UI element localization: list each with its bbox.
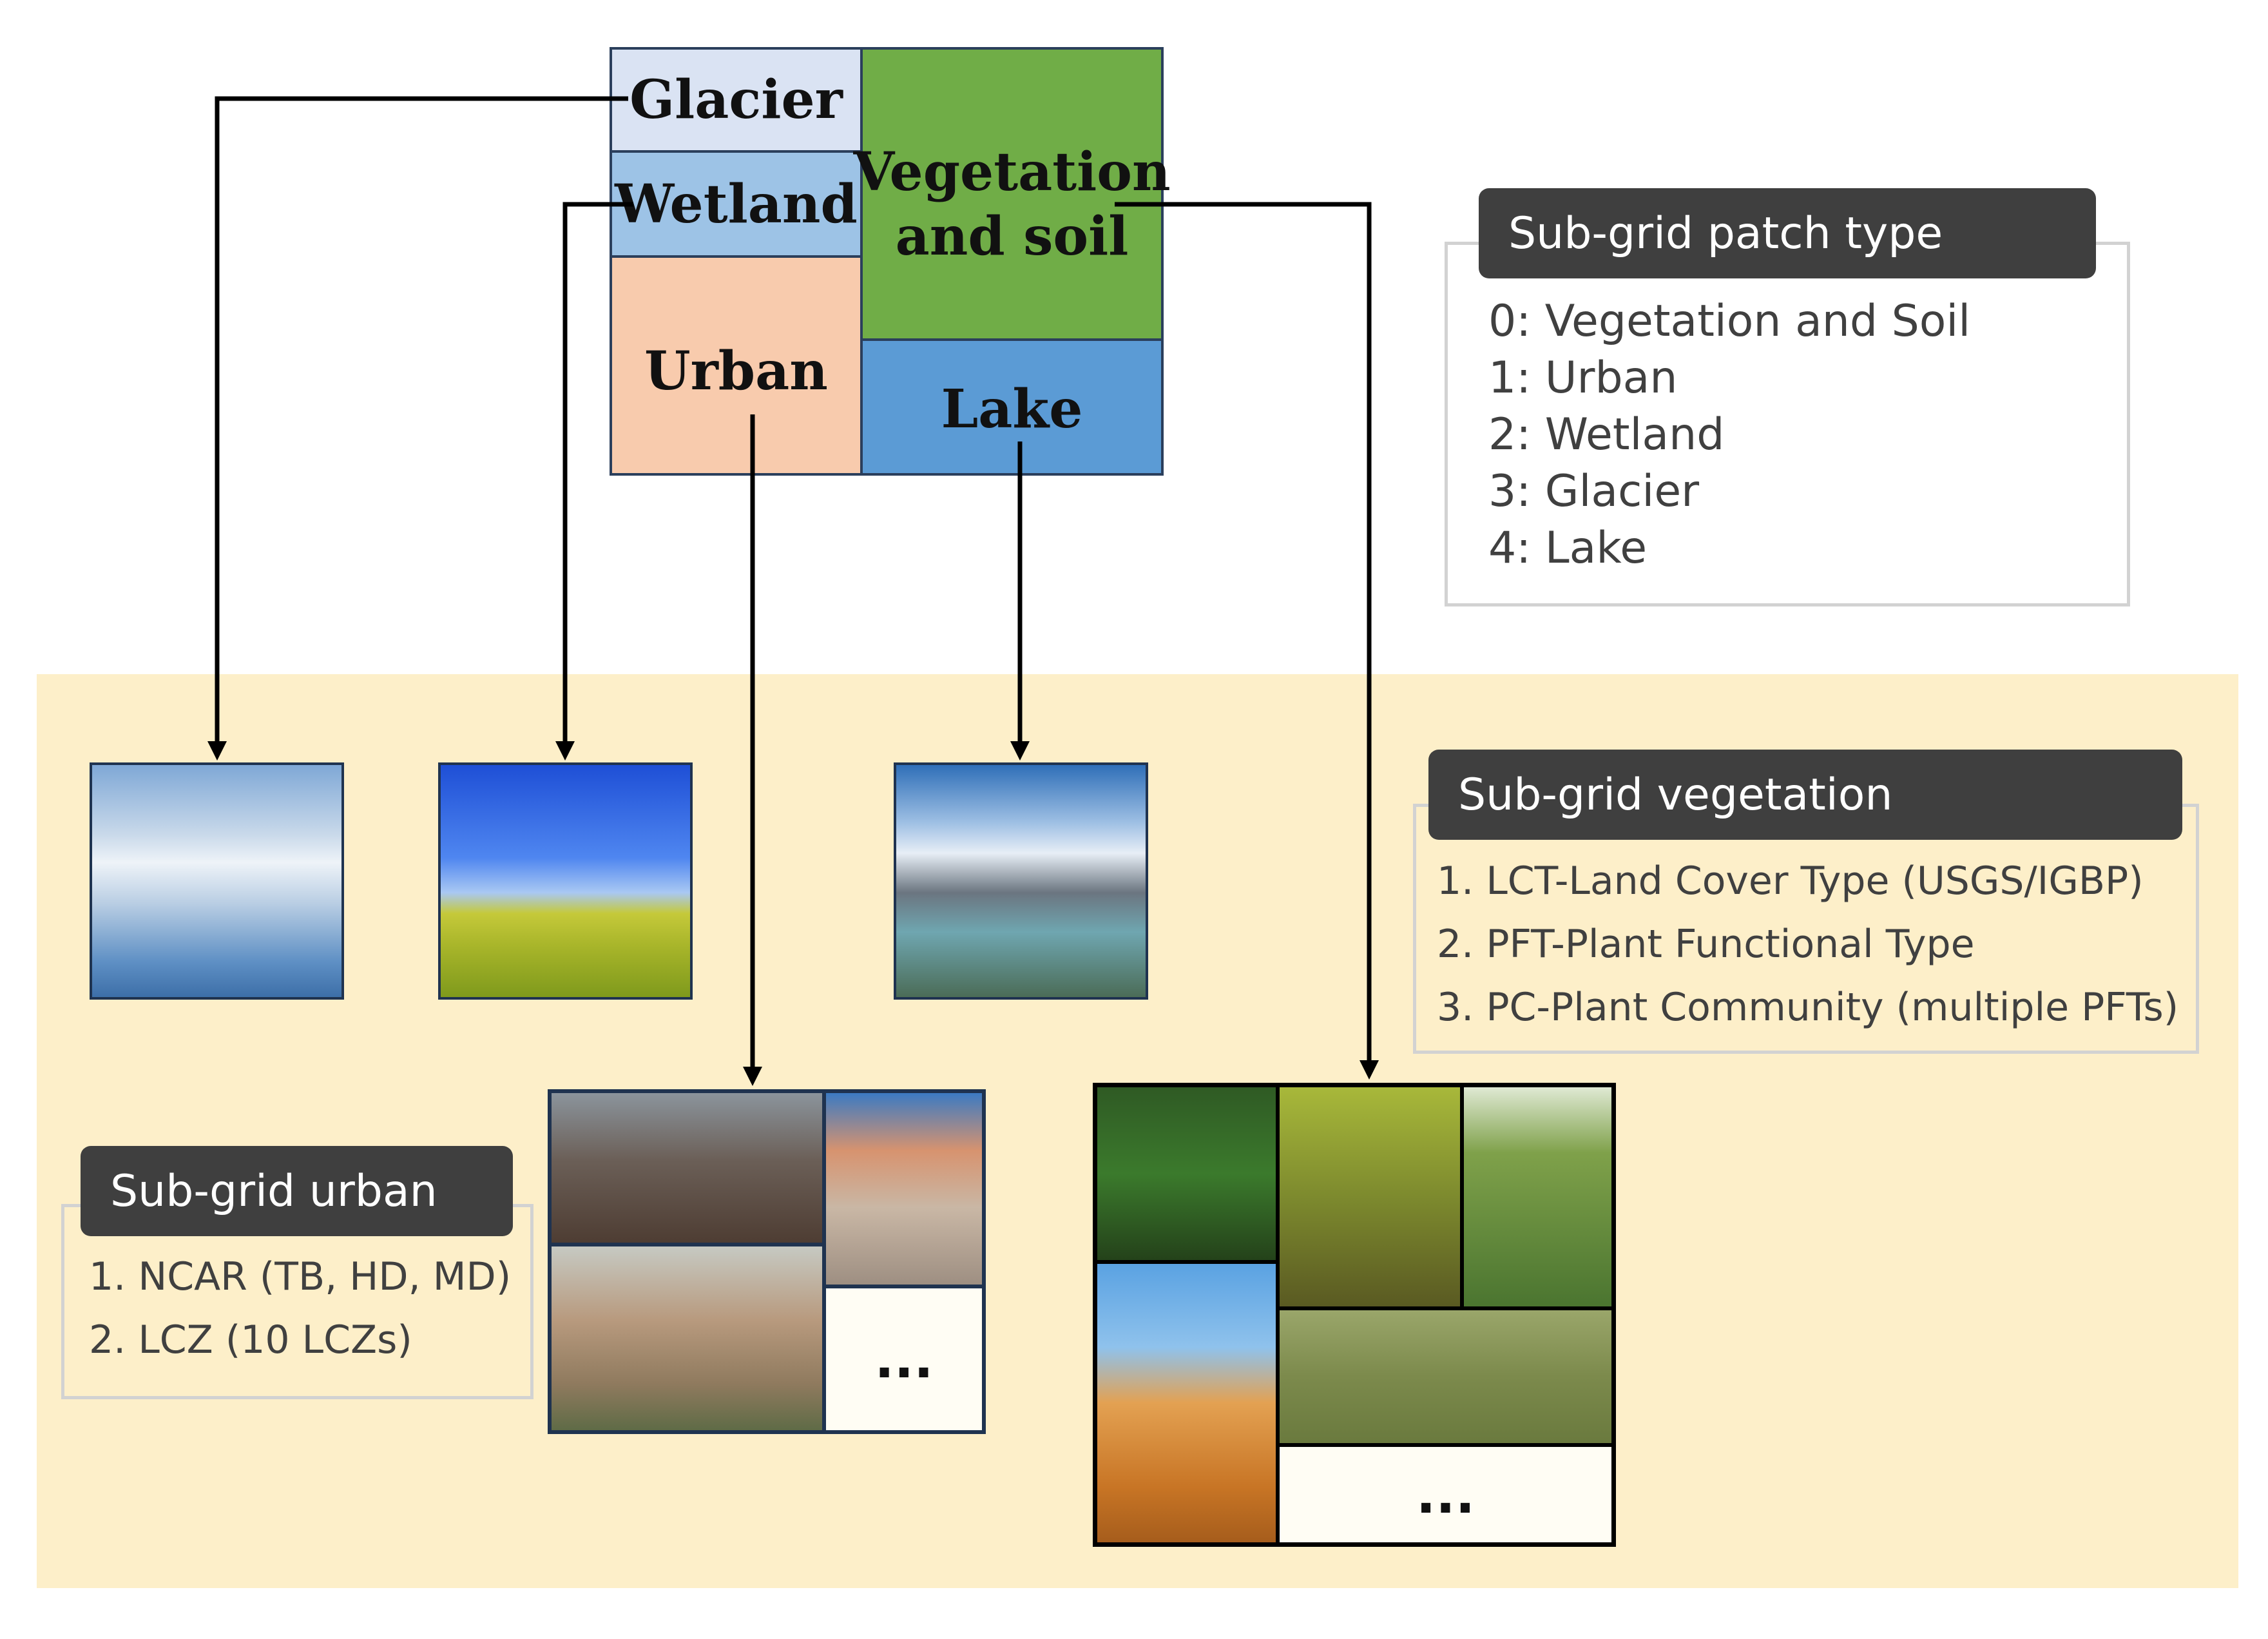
vegetation-label-line2: and soil [895, 206, 1129, 267]
glacier-connector-arrow [215, 96, 628, 744]
wetland-connector-arrow [562, 202, 633, 744]
vegetation-label-line1: Vegetation [853, 141, 1171, 203]
lake-arrowhead [1010, 741, 1030, 761]
cornfield-photo [1464, 1087, 1611, 1306]
vegetation-list: 1. LCT-Land Cover Type (USGS/IGBP) 2. PF… [1437, 849, 2178, 1039]
forest-photo [1097, 1087, 1276, 1260]
urban-title: Sub-grid urban [81, 1146, 513, 1236]
urban-highrise-photo [826, 1093, 982, 1285]
vegetation-item: 1. LCT-Land Cover Type (USGS/IGBP) [1437, 858, 2144, 904]
patch-type-item: 4: Lake [1488, 523, 1648, 574]
urban-item: 1. NCAR (TB, HD, MD) [89, 1254, 512, 1299]
wetland-label: Wetland [615, 173, 858, 235]
desert-dune-photo [1097, 1264, 1276, 1542]
patch-type-item: 0: Vegetation and Soil [1488, 296, 1971, 347]
vegetation-photo-mosaic: ... [1093, 1083, 1616, 1547]
vegetation-item: 2. PFT-Plant Functional Type [1437, 922, 1975, 967]
urban-list: 1. NCAR (TB, HD, MD) 2. LCZ (10 LCZs) [89, 1245, 511, 1372]
patch-type-title: Sub-grid patch type [1479, 188, 2096, 278]
urban-cell: Urban [610, 255, 863, 476]
vegetation-ellipsis-text: ... [1416, 1464, 1475, 1525]
urban-photo-mosaic: ... [548, 1089, 986, 1434]
glacier-photo [90, 762, 344, 1000]
urban-item: 2. LCZ (10 LCZs) [89, 1317, 412, 1363]
deciduous-forest-photo [1280, 1087, 1460, 1306]
lake-photo [894, 762, 1148, 1000]
patch-type-title-text: Sub-grid patch type [1508, 208, 1943, 259]
urban-label: Urban [644, 340, 828, 402]
savanna-photo [1280, 1310, 1611, 1443]
lake-cell: Lake [860, 338, 1164, 476]
vegetation-title: Sub-grid vegetation [1428, 750, 2182, 840]
wetland-arrowhead [555, 741, 575, 761]
urban-city-aerial-photo [552, 1093, 822, 1243]
urban-ellipsis-text: ... [874, 1329, 934, 1390]
patch-type-item: 2: Wetland [1488, 409, 1725, 460]
glacier-label: Glacier [629, 69, 843, 131]
vegetation-title-text: Sub-grid vegetation [1458, 769, 1893, 820]
wetland-photo [438, 762, 693, 1000]
patch-type-item: 1: Urban [1488, 353, 1678, 403]
vegetation-more-ellipsis: ... [1280, 1447, 1611, 1542]
vegetation-item: 3. PC-Plant Community (multiple PFTs) [1437, 985, 2179, 1030]
glacier-arrowhead [207, 741, 227, 761]
urban-more-ellipsis: ... [826, 1288, 982, 1430]
glacier-cell: Glacier [610, 47, 863, 153]
urban-title-text: Sub-grid urban [110, 1165, 437, 1217]
lake-label: Lake [941, 378, 1083, 440]
urban-arrowhead [743, 1067, 762, 1086]
patch-type-item: 3: Glacier [1488, 466, 1700, 517]
patch-type-list: 0: Vegetation and Soil 1: Urban 2: Wetla… [1488, 293, 1970, 577]
vegetation-connector-arrow [1115, 202, 1372, 1063]
vegetation-arrowhead [1360, 1060, 1379, 1080]
urban-residential-photo [552, 1246, 822, 1430]
